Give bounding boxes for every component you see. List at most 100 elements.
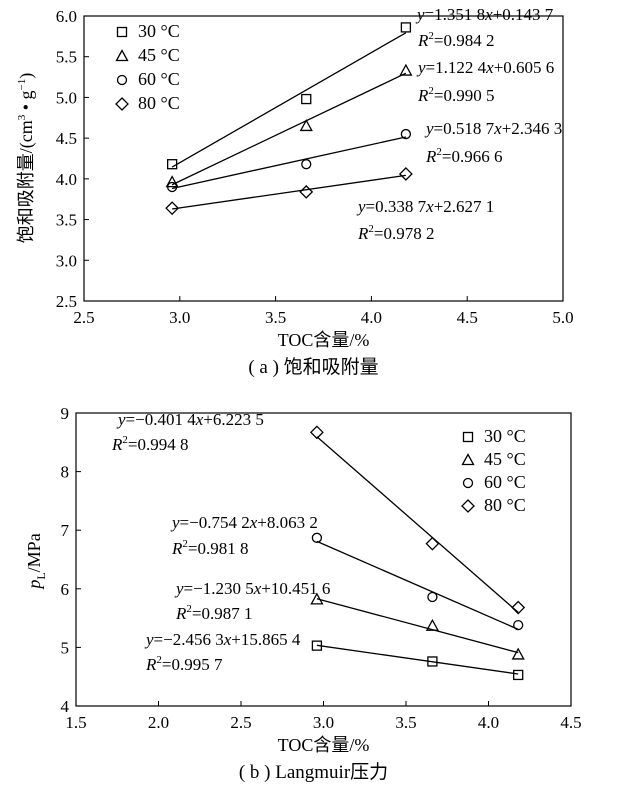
- legend-label: 45 °C: [484, 449, 526, 469]
- data-point: [301, 93, 312, 105]
- fit-equation-label: y=0.518 7x+2.346 3: [424, 119, 562, 138]
- fit-line: [172, 174, 406, 210]
- r-squared-label: R2=0.990 5: [417, 85, 494, 105]
- data-point: [399, 63, 413, 76]
- legend-marker: [115, 97, 129, 111]
- fit-line: [316, 598, 519, 654]
- legend-marker: [116, 26, 128, 38]
- data-point: [400, 128, 412, 140]
- data-point: [427, 591, 438, 603]
- fit-equation-label: y=−1.230 5x+10.451 6: [174, 579, 330, 598]
- y-tick-label: 4: [61, 697, 70, 716]
- r-squared-label: R2=0.966 6: [425, 146, 502, 166]
- data-point: [310, 592, 324, 605]
- legend-marker: [462, 431, 474, 443]
- legend-marker: [462, 477, 474, 489]
- fit-line: [171, 32, 407, 168]
- fit-line: [316, 436, 519, 613]
- x-tick-label: 2.5: [73, 308, 94, 327]
- data-point: [513, 619, 524, 631]
- y-tick-label: 5: [61, 638, 70, 657]
- data-point: [166, 181, 178, 193]
- r-squared-label: R2=0.987 1: [175, 603, 252, 623]
- x-tick-label: 2.5: [230, 713, 251, 732]
- data-point: [165, 201, 180, 216]
- r-squared-label: R2=0.981 8: [171, 538, 248, 558]
- y-tick-label: 3.0: [56, 251, 77, 270]
- legend-marker: [461, 453, 475, 466]
- data-point: [425, 618, 439, 631]
- plot-frame: [83, 15, 564, 302]
- chart-langmuir-pressure: 1.5 2.0 2.5 3.0 3.5 4.0 4.5 4 5 6 7 8 9 TOC含量/% ( b ) …: [24, 404, 582, 783]
- fit-equation-label: y=−2.456 3x+15.865 4: [144, 630, 301, 649]
- y-tick-label: 7: [61, 521, 70, 540]
- data-point: [400, 22, 412, 33]
- x-tick-label: 4.0: [478, 713, 499, 732]
- y-axis-label: pL/MPa: [24, 533, 48, 590]
- data-point: [299, 119, 313, 132]
- fit-line: [316, 644, 519, 675]
- x-tick-label: 4.5: [457, 308, 478, 327]
- x-tick-label: 4.0: [361, 308, 382, 327]
- fit-line: [171, 72, 407, 186]
- data-point: [299, 184, 314, 199]
- fit-equation-label: y=−0.401 4x+6.223 5: [116, 410, 264, 429]
- chart-caption: ( a ) 饱和吸附量: [248, 356, 378, 378]
- x-axis-label: TOC含量/%: [278, 330, 370, 350]
- y-tick-label: 8: [61, 463, 70, 482]
- y-tick-label: 2.5: [56, 292, 77, 311]
- data-point: [398, 167, 413, 181]
- x-tick-label: 2.0: [148, 713, 169, 732]
- y-tick-label: 5.0: [56, 88, 77, 107]
- legend-label: 60 °C: [484, 472, 526, 492]
- data-point: [309, 425, 324, 440]
- data-point: [511, 600, 526, 615]
- data-point: [513, 669, 524, 681]
- x-axis-label: TOC含量/%: [278, 735, 370, 755]
- y-tick-label: 3.5: [56, 211, 77, 230]
- r-squared-label: R2=0.984 2: [417, 30, 494, 50]
- fit-equation-label: y=1.351 8x+0.143 7: [415, 5, 554, 24]
- x-tick-label: 3.5: [395, 713, 416, 732]
- y-tick-label: 6: [61, 580, 70, 599]
- legend-label: 45 °C: [138, 45, 180, 65]
- data-point: [166, 159, 178, 170]
- fit-equation-label: y=1.122 4x+0.605 6: [416, 58, 554, 77]
- data-point: [425, 536, 440, 551]
- data-point: [165, 175, 179, 188]
- r-squared-label: R2=0.995 7: [145, 654, 223, 674]
- data-point: [427, 656, 438, 667]
- y-tick-label: 6.0: [56, 7, 77, 26]
- y-tick-label: 5.5: [56, 48, 77, 67]
- data-point: [311, 532, 323, 543]
- fit-equation-label: y=0.338 7x+2.627 1: [356, 197, 494, 216]
- legend-label: 80 °C: [138, 93, 180, 113]
- chart-saturated-adsorption: 2.5 3.0 3.5 4.0 4.5 5.0 2.5 3.0 3.5 4.0 4.5 5.0 5.5 6…: [16, 5, 574, 378]
- x-tick-label: 5.0: [552, 308, 573, 327]
- y-tick-label: 4.5: [56, 129, 77, 148]
- chart-caption: ( b ) Langmuir压力: [239, 761, 388, 783]
- legend-marker: [461, 499, 475, 513]
- fit-line: [171, 136, 407, 190]
- legend-label: 30 °C: [138, 21, 180, 41]
- data-point: [311, 640, 323, 651]
- fit-equation-label: y=−0.754 2x+8.063 2: [170, 513, 318, 532]
- x-tick-label: 1.5: [65, 713, 86, 732]
- r-squared-label: R2=0.994 8: [111, 434, 188, 454]
- r-squared-label: R2=0.978 2: [357, 223, 434, 243]
- legend-label: 80 °C: [484, 495, 526, 515]
- y-tick-label: 9: [61, 404, 70, 423]
- x-tick-label: 3.5: [265, 308, 286, 327]
- legend-marker: [115, 49, 129, 62]
- data-point: [511, 647, 525, 660]
- x-tick-label: 4.5: [560, 713, 581, 732]
- y-axis-label: 饱和吸附量/(cm3 • g−1): [16, 73, 37, 244]
- x-tick-label: 3.0: [313, 713, 334, 732]
- data-point: [301, 159, 312, 170]
- legend-label: 60 °C: [138, 69, 180, 89]
- legend-marker: [116, 74, 128, 86]
- legend-label: 30 °C: [484, 426, 526, 446]
- fit-line: [316, 540, 519, 630]
- y-tick-label: 4.0: [56, 170, 77, 189]
